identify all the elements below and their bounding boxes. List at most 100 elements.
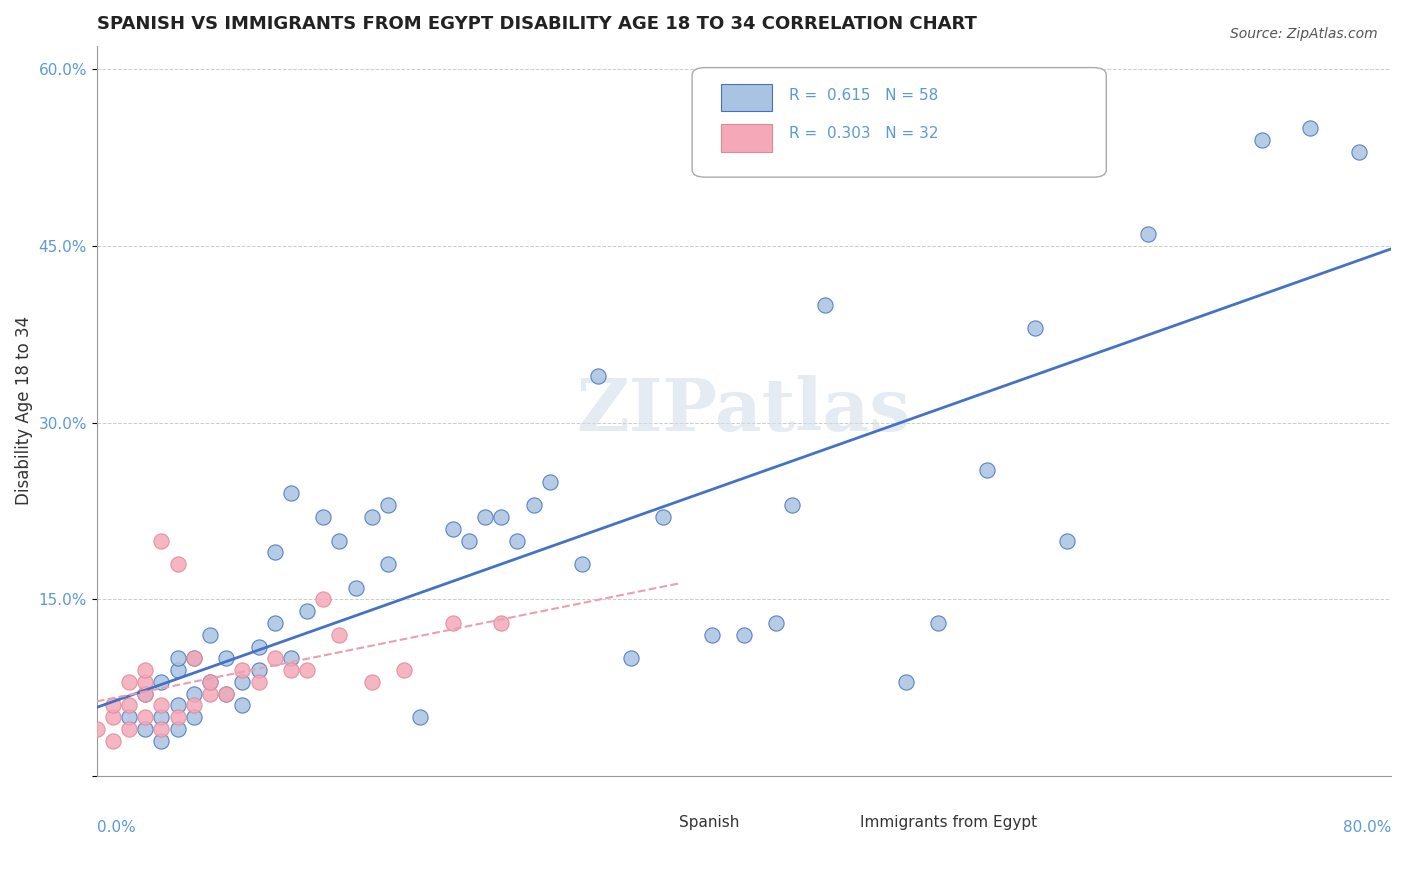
Point [474, 510, 496, 524]
Point [118, 710, 141, 724]
Point [295, 604, 318, 618]
Point [1024, 321, 1046, 335]
Point [118, 674, 141, 689]
Point [1056, 533, 1078, 548]
Point [457, 533, 479, 548]
Point [652, 510, 675, 524]
Point [360, 674, 382, 689]
Point [198, 674, 221, 689]
Point [247, 674, 270, 689]
Point [295, 663, 318, 677]
Point [198, 674, 221, 689]
Point [134, 674, 156, 689]
Point [166, 710, 188, 724]
Point [183, 687, 205, 701]
Text: Spanish: Spanish [679, 814, 740, 830]
Point [409, 710, 432, 724]
Text: Immigrants from Egypt: Immigrants from Egypt [860, 814, 1038, 830]
Point [280, 486, 302, 500]
Point [280, 663, 302, 677]
Point [166, 557, 188, 571]
Point [150, 533, 173, 548]
Point [927, 615, 949, 630]
FancyBboxPatch shape [721, 84, 772, 112]
Point [231, 698, 253, 713]
Point [231, 674, 253, 689]
Point [328, 628, 350, 642]
Point [134, 687, 156, 701]
Point [134, 722, 156, 736]
Point [976, 463, 998, 477]
Point [183, 651, 205, 665]
Point [894, 674, 917, 689]
Point [392, 663, 415, 677]
Point [571, 557, 593, 571]
Text: 80.0%: 80.0% [1343, 820, 1391, 835]
Point [312, 510, 335, 524]
Point [215, 687, 238, 701]
Point [118, 722, 141, 736]
Point [215, 687, 238, 701]
Point [166, 663, 188, 677]
Point [1299, 121, 1322, 136]
Point [150, 698, 173, 713]
FancyBboxPatch shape [640, 813, 672, 831]
Point [523, 498, 546, 512]
Point [134, 687, 156, 701]
Point [344, 581, 367, 595]
Point [538, 475, 561, 489]
Point [118, 698, 141, 713]
Point [166, 722, 188, 736]
Point [183, 710, 205, 724]
Point [620, 651, 643, 665]
Y-axis label: Disability Age 18 to 34: Disability Age 18 to 34 [15, 317, 32, 506]
Text: SPANISH VS IMMIGRANTS FROM EGYPT DISABILITY AGE 18 TO 34 CORRELATION CHART: SPANISH VS IMMIGRANTS FROM EGYPT DISABIL… [97, 15, 977, 33]
Point [280, 651, 302, 665]
Point [101, 698, 124, 713]
Point [101, 734, 124, 748]
Text: ZIPatlas: ZIPatlas [576, 376, 911, 446]
Point [263, 651, 285, 665]
Point [441, 522, 464, 536]
Text: R =  0.303   N = 32: R = 0.303 N = 32 [789, 126, 939, 141]
FancyBboxPatch shape [721, 124, 772, 152]
Point [1250, 133, 1272, 147]
Point [150, 674, 173, 689]
Point [150, 722, 173, 736]
Point [166, 651, 188, 665]
Point [215, 651, 238, 665]
Point [247, 640, 270, 654]
Point [489, 615, 512, 630]
Point [263, 615, 285, 630]
FancyBboxPatch shape [692, 68, 1107, 178]
Point [377, 498, 399, 512]
Point [1137, 227, 1160, 242]
Point [134, 663, 156, 677]
Point [765, 615, 787, 630]
Point [506, 533, 529, 548]
Point [134, 710, 156, 724]
Point [166, 698, 188, 713]
Point [377, 557, 399, 571]
Point [328, 533, 350, 548]
Point [814, 298, 837, 312]
Point [588, 368, 610, 383]
Text: 0.0%: 0.0% [97, 820, 135, 835]
Point [312, 592, 335, 607]
Point [183, 698, 205, 713]
Point [231, 663, 253, 677]
Point [1347, 145, 1369, 159]
Point [198, 687, 221, 701]
Point [150, 734, 173, 748]
Point [489, 510, 512, 524]
Point [441, 615, 464, 630]
Point [782, 498, 804, 512]
FancyBboxPatch shape [821, 813, 853, 831]
Point [263, 545, 285, 559]
Point [360, 510, 382, 524]
Point [150, 710, 173, 724]
Point [198, 628, 221, 642]
Point [733, 628, 755, 642]
Text: Source: ZipAtlas.com: Source: ZipAtlas.com [1230, 27, 1378, 41]
Point [700, 628, 723, 642]
